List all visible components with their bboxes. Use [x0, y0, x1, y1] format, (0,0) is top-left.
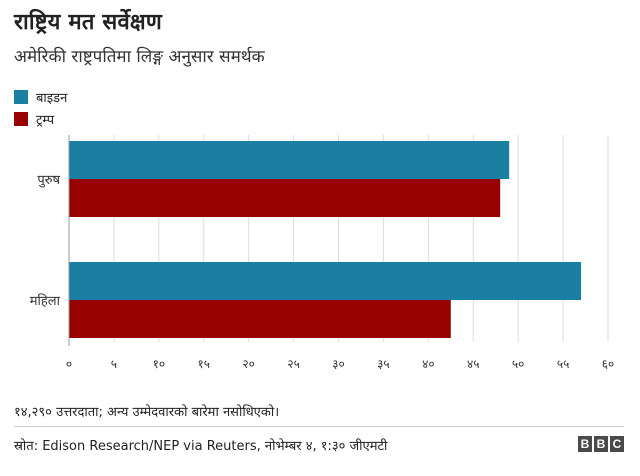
x-tick-label: १० [153, 357, 165, 371]
footnote: १४,२९० उत्तरदाता; अन्य उम्मेदवारको बारेम… [14, 405, 280, 420]
category-label: महिला [30, 293, 61, 309]
legend-item-trump: ट्रम्प [14, 108, 67, 130]
x-tick-label: ३५ [377, 357, 389, 371]
x-tick-label: ० [66, 357, 72, 371]
x-tick-label: ३० [332, 357, 344, 371]
axis-labels: ० ५ १० १५ २० २५ ३० ३५ ४० ४५ ५० ५५ ६० पुरुष महिला [30, 173, 614, 371]
x-tick-label: ५० [512, 357, 524, 371]
legend-label-trump: ट्रम्प [36, 113, 55, 128]
legend-item-biden: बाइडन [14, 86, 67, 108]
x-tick-label: ४५ [467, 357, 479, 371]
bar-trump [69, 300, 451, 338]
legend-swatch-biden [14, 90, 28, 104]
x-tick-label: २५ [287, 357, 299, 371]
x-tick-label: ५ [111, 357, 117, 371]
bar-chart: ० ५ १० १५ २० २५ ३० ३५ ४० ४५ ५० ५५ ६० पुरुष महिला [30, 135, 614, 371]
bar-biden [69, 262, 582, 300]
chart-subtitle: अमेरिकी राष्ट्रपतिमा लिङ्ग अनुसार समर्थक [14, 47, 265, 67]
source-line: स्रोत: Edison Research/NEP via Reuters, … [14, 439, 388, 454]
footer-divider [14, 426, 624, 427]
chart-title: राष्ट्रिय मत सर्वेक्षण [14, 10, 163, 35]
bbc-logo-block: B [594, 436, 608, 452]
bar-biden [69, 141, 510, 179]
legend-label-biden: बाइडन [36, 91, 68, 106]
x-tick-label: ६० [602, 357, 614, 371]
legend-swatch-trump [14, 112, 28, 126]
bar-trump [69, 179, 501, 217]
legend: बाइडन ट्रम्प [14, 86, 67, 130]
x-tick-label: २० [242, 357, 254, 371]
category-label: पुरुष [37, 173, 60, 188]
bars [69, 141, 582, 338]
bbc-logo-block: C [610, 436, 624, 452]
bbc-logo: B B C [578, 436, 624, 452]
x-tick-label: ४० [422, 357, 434, 371]
bbc-logo-block: B [578, 436, 592, 452]
x-tick-label: १५ [198, 357, 210, 371]
x-tick-label: ५५ [557, 357, 569, 371]
